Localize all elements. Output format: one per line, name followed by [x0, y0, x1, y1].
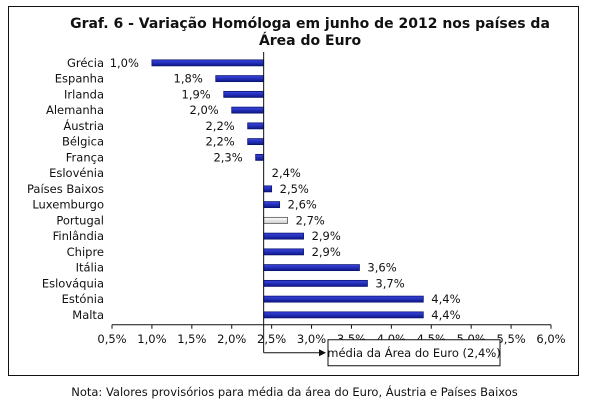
category-label: Eslovénia: [49, 166, 104, 180]
reference-box: [327, 339, 501, 367]
category-label: Portugal: [56, 213, 104, 227]
data-label: 2,9%: [312, 245, 341, 259]
bar: [151, 59, 265, 67]
category-label: Eslováquia: [42, 276, 104, 290]
data-label: 4,4%: [431, 292, 460, 306]
x-tick-label: 5,5%: [496, 332, 525, 346]
x-tick-label: 1,0%: [137, 332, 166, 346]
bar: [263, 201, 281, 209]
arrow-head-icon: [319, 349, 326, 357]
bar: [255, 153, 265, 161]
bar: [263, 311, 424, 319]
bar: [263, 185, 273, 193]
data-label: 3,7%: [375, 276, 404, 290]
x-tick-label: 3,0%: [297, 332, 326, 346]
bar-chart: Grécia 1,0% Espanha 1,8% Irlanda 1,9% Alemanha…: [27, 52, 566, 367]
category-label: Finlândia: [53, 229, 104, 243]
data-label: 2,9%: [312, 229, 341, 243]
data-label: 2,7%: [296, 213, 325, 227]
x-tick-label: 2,5%: [257, 332, 286, 346]
reference-label: média da Área do Euro (2,4%): [327, 345, 501, 360]
x-tick-label: 1,5%: [177, 332, 206, 346]
bar: [223, 90, 265, 98]
data-label: 1,0%: [110, 56, 139, 70]
bar: [263, 232, 304, 240]
category-label: Malta: [72, 308, 104, 322]
footnote: Nota: Valores provisórios para média da …: [71, 385, 518, 399]
category-label: Bélgica: [62, 135, 104, 149]
category-label: Chipre: [67, 245, 104, 259]
chart-title: Graf. 6 - Variação Homóloga em junho de …: [70, 16, 550, 49]
category-label: Espanha: [55, 72, 104, 86]
data-label: 2,6%: [288, 198, 317, 212]
bar: [247, 122, 265, 130]
x-tick-label: 6,0%: [536, 332, 565, 346]
data-label: 4,4%: [431, 308, 460, 322]
category-label: Países Baixos: [27, 182, 104, 196]
bar: [215, 75, 265, 83]
category-label: Grécia: [67, 56, 104, 70]
category-label: Itália: [76, 261, 104, 275]
bar: [247, 138, 265, 146]
bar: [263, 216, 288, 224]
data-label: 1,9%: [182, 87, 211, 101]
x-tick-label: 2,0%: [217, 332, 246, 346]
data-label: 2,2%: [205, 135, 234, 149]
data-label: 1,8%: [174, 72, 203, 86]
bar: [263, 248, 304, 256]
bar: [263, 279, 368, 287]
data-label: 2,2%: [205, 119, 234, 133]
category-label: Luxemburgo: [32, 198, 104, 212]
category-label: Áustria: [63, 118, 104, 133]
data-label: 2,0%: [190, 103, 219, 117]
category-label: Alemanha: [46, 103, 104, 117]
bar: [263, 295, 424, 303]
x-tick-label: 0,5%: [97, 332, 126, 346]
data-label: 2,4%: [272, 166, 301, 180]
bar: [231, 106, 265, 114]
bar: [263, 264, 360, 272]
data-label: 2,5%: [280, 182, 309, 196]
data-label: 2,3%: [213, 150, 242, 164]
category-label: França: [66, 150, 104, 164]
category-label: Estónia: [62, 292, 104, 306]
data-label: 3,6%: [367, 261, 396, 275]
category-label: Irlanda: [64, 87, 104, 101]
